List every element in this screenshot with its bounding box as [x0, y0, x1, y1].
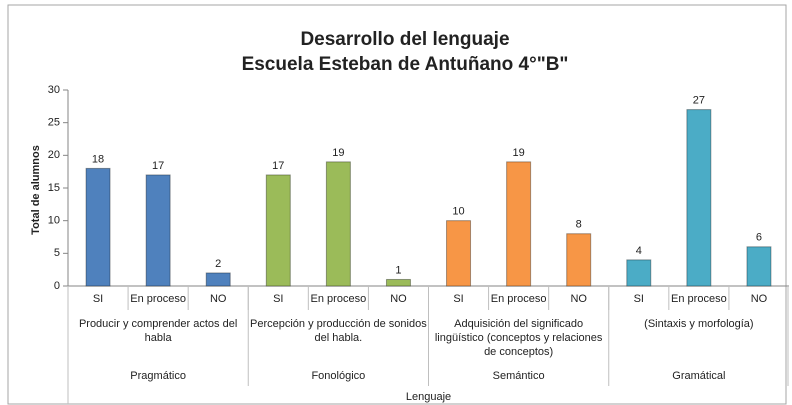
x-tick-label: SI [93, 293, 103, 305]
bar [385, 278, 411, 287]
x-tick-label: NO [751, 293, 768, 305]
group-label: Fonológico [311, 370, 365, 382]
bar [566, 233, 592, 287]
bar [265, 174, 291, 287]
x-tick-label: NO [390, 293, 407, 305]
x-tick-label: NO [570, 293, 587, 305]
top-category-label: Lenguaje [406, 391, 451, 403]
x-tick-label: En proceso [311, 293, 367, 305]
y-tick-label: 20 [48, 149, 60, 161]
value-label: 10 [452, 206, 464, 218]
group-sublabel: Percepción y producción de sonidos del h… [250, 318, 427, 344]
bar [686, 109, 712, 287]
group-sublabel-box: Percepción y producción de sonidos del h… [250, 318, 427, 344]
x-tick-label: En proceso [130, 293, 186, 305]
y-axis-label: Total de alumnos [30, 145, 42, 235]
group-sublabel: (Sintaxis y morfología) [644, 318, 754, 330]
x-tick-label: SI [273, 293, 283, 305]
group-label: Pragmático [130, 370, 186, 382]
value-label: 19 [332, 147, 344, 159]
group-sublabel: Adquisición del significado lingüístico … [434, 318, 603, 358]
chart-border [7, 4, 787, 405]
group-label: Gramátical [672, 370, 725, 382]
value-label: 2 [215, 258, 221, 270]
group-sublabel: Producir y comprender actos del habla [78, 318, 238, 344]
x-tick-label: En proceso [671, 293, 727, 305]
value-label: 6 [756, 232, 762, 244]
value-label: 1 [395, 264, 401, 276]
bar [85, 167, 111, 287]
bar [205, 272, 231, 287]
chart-title: Desarrollo del lenguaje [300, 29, 509, 50]
bar [325, 161, 351, 287]
x-tick-label: En proceso [491, 293, 547, 305]
bar [446, 220, 472, 287]
bar [626, 259, 652, 287]
bar [145, 174, 171, 287]
x-tick-label: NO [210, 293, 227, 305]
chart-subtitle: Escuela Esteban de Antuñano 4°"B" [242, 54, 569, 75]
group-sublabel-box: Producir y comprender actos del habla [78, 318, 238, 344]
group-sublabel-box: Adquisición del significado lingüístico … [434, 318, 603, 358]
value-label: 19 [513, 147, 525, 159]
y-tick-label: 10 [48, 215, 60, 227]
y-tick-label: 5 [54, 247, 60, 259]
x-tick-label: SI [453, 293, 463, 305]
value-label: 27 [693, 95, 705, 107]
x-tick-label: SI [634, 293, 644, 305]
bar [746, 246, 772, 287]
value-label: 4 [636, 245, 642, 257]
value-label: 8 [576, 219, 582, 231]
y-tick-label: 0 [54, 280, 60, 292]
y-tick-label: 25 [48, 117, 60, 129]
value-label: 18 [92, 153, 104, 165]
y-tick-label: 15 [48, 182, 60, 194]
group-label: Semántico [493, 370, 545, 382]
y-tick-label: 30 [48, 84, 60, 96]
value-label: 17 [152, 160, 164, 172]
value-label: 17 [272, 160, 284, 172]
group-sublabel-box: (Sintaxis y morfología) [644, 318, 754, 330]
bar [506, 161, 532, 287]
